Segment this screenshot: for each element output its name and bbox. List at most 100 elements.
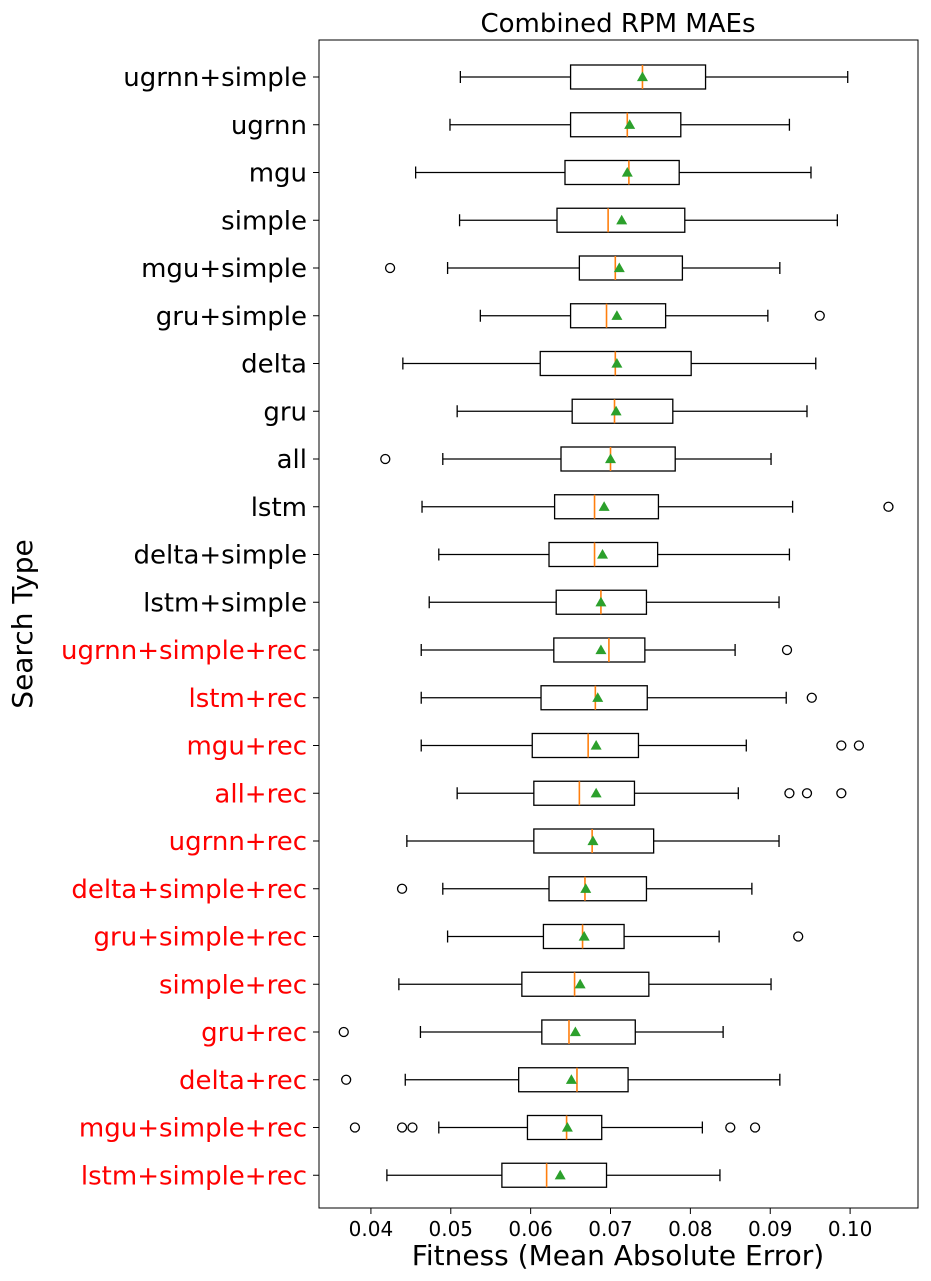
box-iqr bbox=[569, 64, 707, 90]
mean-marker bbox=[590, 787, 602, 798]
outlier-point bbox=[349, 1122, 361, 1133]
mean-marker bbox=[595, 644, 607, 655]
y-tick-label: delta bbox=[241, 350, 307, 380]
y-tick-label: gru bbox=[263, 397, 307, 427]
mean-marker bbox=[565, 1074, 577, 1084]
mean-marker bbox=[595, 596, 607, 607]
y-tick-label: delta+rec bbox=[179, 1066, 307, 1096]
box-iqr bbox=[533, 780, 636, 806]
outlier-point bbox=[407, 1122, 418, 1133]
box-iqr bbox=[553, 494, 660, 520]
box-iqr bbox=[560, 446, 676, 472]
mean-marker bbox=[610, 405, 622, 416]
box-iqr bbox=[533, 828, 655, 854]
box-iqr bbox=[518, 1067, 629, 1093]
x-tick-label: 0.05 bbox=[429, 1217, 474, 1241]
box-iqr bbox=[578, 255, 684, 281]
box-iqr bbox=[553, 637, 646, 663]
outlier-point bbox=[781, 644, 793, 656]
y-tick-label: ugrnn+simple+rec bbox=[61, 636, 307, 666]
plot-frame bbox=[318, 39, 919, 1209]
outlier-point bbox=[836, 740, 847, 751]
y-tick-label: mgu+rec bbox=[186, 732, 307, 762]
outlier-point bbox=[384, 262, 396, 274]
box-iqr bbox=[501, 1162, 608, 1188]
mean-marker bbox=[636, 71, 648, 82]
box-iqr bbox=[556, 207, 686, 233]
y-tick-label: gru+simple bbox=[156, 302, 307, 332]
outlier-point bbox=[793, 931, 804, 942]
outlier-point bbox=[749, 1122, 761, 1133]
y-tick-label: all+rec bbox=[214, 779, 307, 809]
outlier-point bbox=[341, 1074, 352, 1085]
outlier-point bbox=[853, 740, 865, 751]
y-tick-label: gru+rec bbox=[201, 1018, 307, 1048]
outlier-point bbox=[396, 883, 408, 894]
mean-marker bbox=[621, 167, 633, 177]
mean-marker bbox=[613, 262, 625, 273]
box-iqr bbox=[569, 112, 682, 138]
y-tick-label: gru+simple+rec bbox=[94, 923, 307, 953]
x-axis-label: Fitness (Mean Absolute Error) bbox=[412, 1239, 824, 1272]
box-iqr bbox=[571, 398, 674, 424]
x-tick-label: 0.06 bbox=[508, 1217, 553, 1241]
box-iqr bbox=[540, 685, 648, 711]
outlier-point bbox=[801, 788, 813, 799]
outlier-point bbox=[806, 692, 817, 703]
mean-marker bbox=[590, 740, 602, 750]
x-tick-label: 0.08 bbox=[668, 1217, 713, 1241]
y-tick-label: delta+simple+rec bbox=[71, 875, 307, 905]
mean-marker bbox=[587, 835, 599, 846]
box-iqr bbox=[541, 1019, 636, 1045]
y-tick-label: lstm+simple bbox=[143, 588, 307, 618]
box-iqr bbox=[526, 1114, 603, 1141]
mean-marker bbox=[616, 214, 628, 225]
box-iqr bbox=[531, 732, 640, 759]
y-axis-label: Search Type bbox=[6, 539, 39, 708]
y-tick-label: simple+rec bbox=[159, 970, 307, 1000]
y-tick-label: all bbox=[277, 445, 307, 475]
y-tick-label: ugrnn+simple bbox=[123, 63, 307, 93]
mean-marker bbox=[597, 549, 609, 559]
y-tick-label: ugrnn bbox=[231, 111, 307, 141]
y-tick-label: lstm bbox=[251, 493, 307, 523]
mean-marker bbox=[561, 1122, 573, 1132]
box-iqr bbox=[564, 159, 680, 186]
outlier-point bbox=[883, 501, 894, 512]
mean-marker bbox=[580, 883, 592, 893]
box-iqr bbox=[569, 303, 667, 329]
y-tick-label: lstm+simple+rec bbox=[81, 1161, 307, 1191]
mean-marker bbox=[598, 501, 610, 511]
mean-marker bbox=[605, 453, 617, 464]
x-tick-label: 0.10 bbox=[828, 1217, 873, 1241]
box-iqr bbox=[548, 876, 648, 902]
y-tick-label: mgu+simple+rec bbox=[79, 1114, 307, 1144]
mean-marker bbox=[569, 1026, 581, 1037]
chart-title: Combined RPM MAEs bbox=[481, 9, 756, 39]
box-iqr bbox=[548, 541, 659, 568]
y-tick-label: lstm+rec bbox=[189, 684, 308, 714]
y-tick-label: mgu bbox=[249, 159, 307, 189]
outlier-point bbox=[784, 788, 795, 799]
outlier-point bbox=[338, 1026, 349, 1038]
mean-marker bbox=[611, 310, 623, 320]
x-tick-label: 0.07 bbox=[588, 1217, 633, 1241]
mean-marker bbox=[611, 358, 623, 368]
x-tick-label: 0.09 bbox=[748, 1217, 793, 1241]
y-tick-label: ugrnn+rec bbox=[169, 827, 307, 857]
mean-marker bbox=[574, 978, 586, 989]
y-tick-label: mgu+simple bbox=[141, 254, 307, 284]
box-iqr bbox=[542, 923, 625, 950]
outlier-point bbox=[380, 453, 391, 465]
chart-marks: 0.04 0.05 0.06 0.07 0.08 0.09 0.10 ugrnn+simple… bbox=[61, 63, 894, 1241]
mean-marker bbox=[578, 931, 590, 941]
mean-marker bbox=[592, 692, 604, 702]
outlier-point bbox=[836, 788, 847, 799]
outlier-point bbox=[725, 1122, 736, 1133]
box-iqr bbox=[521, 971, 650, 997]
mean-marker bbox=[554, 1169, 566, 1180]
y-tick-label: delta+simple bbox=[134, 541, 307, 571]
outlier-point bbox=[814, 310, 825, 321]
mean-marker bbox=[624, 119, 636, 129]
